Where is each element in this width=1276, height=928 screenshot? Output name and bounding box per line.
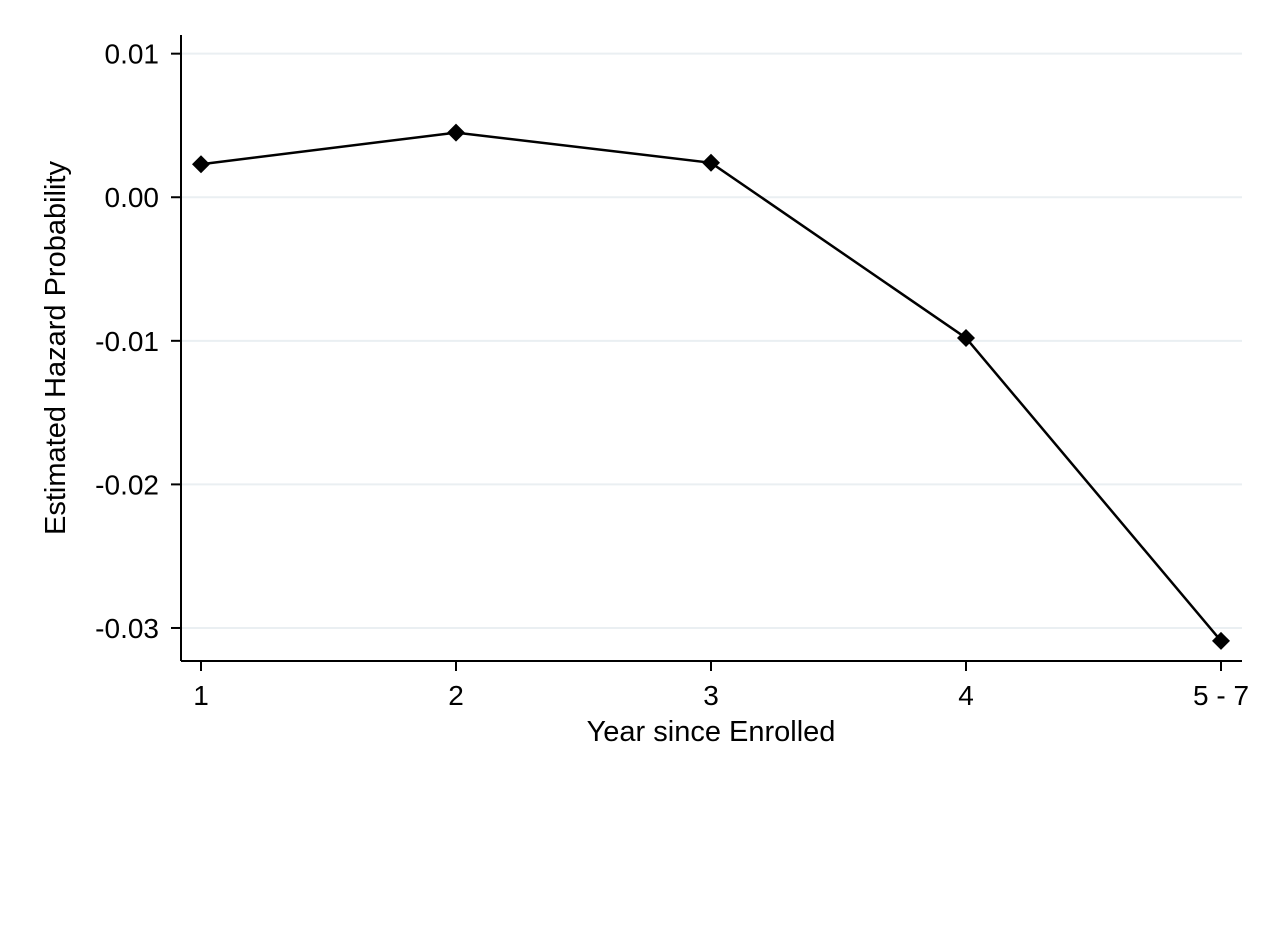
- data-point-marker: [447, 123, 465, 142]
- y-tick-label: -0.01: [95, 326, 159, 357]
- x-axis-title: Year since Enrolled: [587, 716, 836, 748]
- x-tick-label: 1: [193, 680, 209, 711]
- y-tick-label: -0.02: [95, 469, 159, 500]
- data-point-marker: [192, 155, 210, 174]
- y-axis-ticks: 0.01 0.00 -0.01 -0.02 -0.03: [95, 39, 181, 644]
- x-tick-label: 3: [703, 680, 719, 711]
- x-tick-label: 2: [448, 680, 464, 711]
- x-tick-label: 5 - 7: [1193, 680, 1249, 711]
- data-point-marker: [957, 328, 975, 347]
- series-layer: [192, 123, 1230, 650]
- y-tick-label: 0.01: [105, 39, 160, 70]
- gridlines: [181, 52, 1242, 629]
- data-point-marker: [702, 153, 720, 172]
- data-point-marker: [1212, 631, 1230, 650]
- y-axis-title: Estimated Hazard Probability: [40, 161, 72, 535]
- y-tick-label: 0.00: [105, 182, 160, 213]
- y-tick-label: -0.03: [95, 613, 159, 644]
- x-tick-label: 4: [958, 680, 974, 711]
- x-axis-ticks: 1 2 3 4 5 - 7: [193, 661, 1249, 711]
